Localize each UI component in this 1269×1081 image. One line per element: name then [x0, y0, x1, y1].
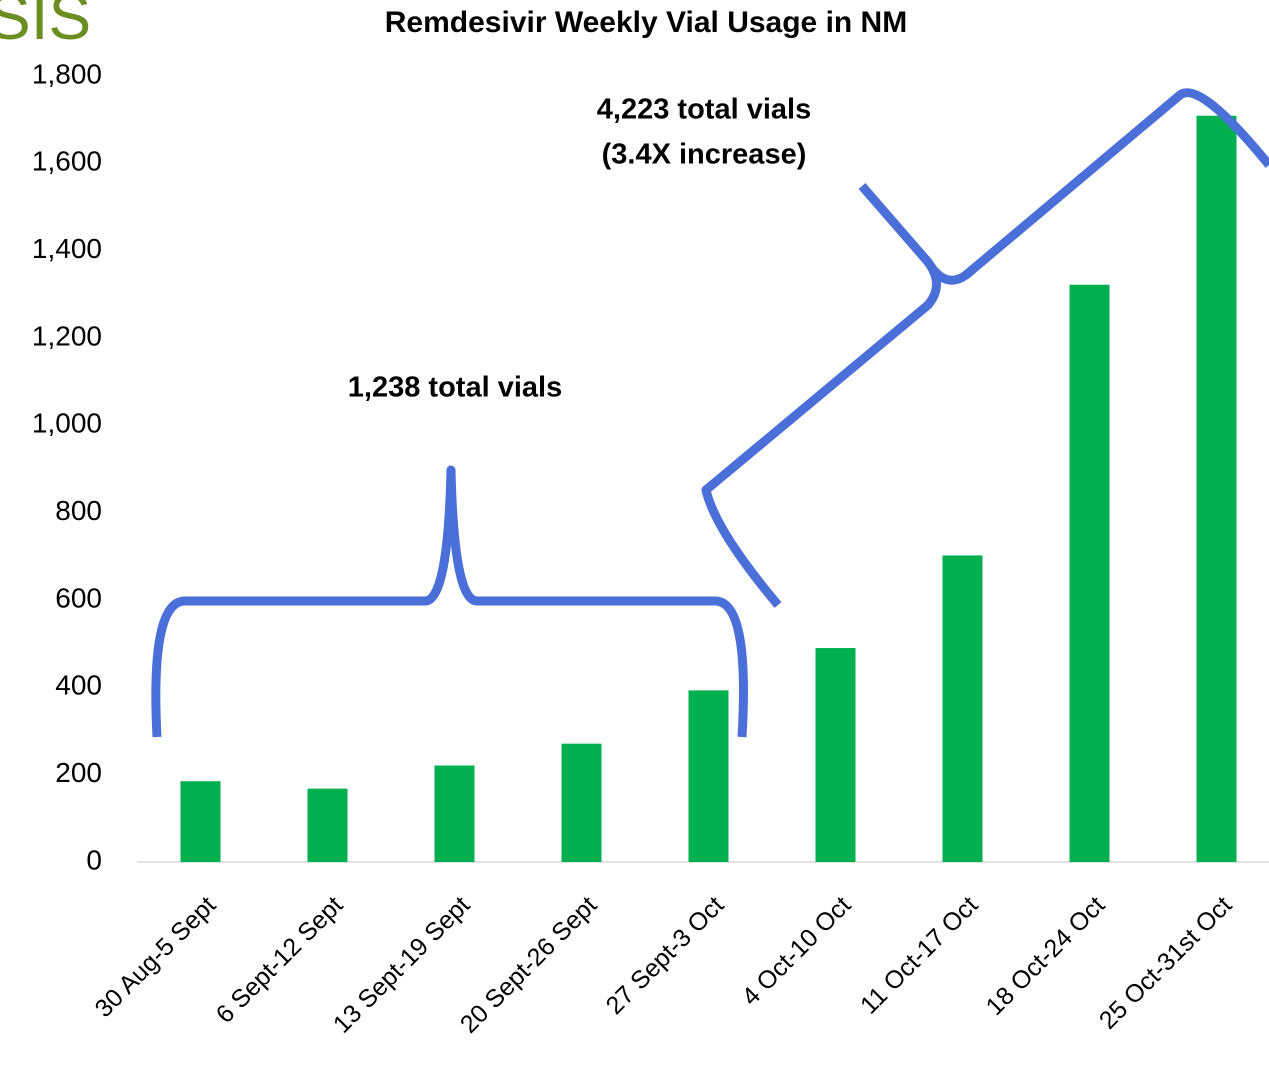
bar: [688, 690, 729, 862]
y-tick-label: 1,600: [32, 146, 102, 177]
brace: [151, 465, 748, 738]
bar: [307, 788, 348, 862]
y-tick-label: 800: [55, 495, 102, 526]
brace: [701, 88, 1269, 608]
y-tick-label: 1,400: [32, 233, 102, 264]
bar: [942, 555, 983, 862]
x-tick-label: 13 Sept-19 Sept: [328, 891, 476, 1039]
x-tick-label: 27 Sept-3 Oct: [601, 891, 730, 1020]
x-tick-label: 4 Oct-10 Oct: [736, 891, 856, 1011]
bar: [434, 765, 475, 862]
annotation: 4,223 total vials: [597, 94, 811, 126]
y-tick-label: 1,800: [32, 58, 102, 89]
y-tick-label: 1,200: [32, 320, 102, 351]
bar: [180, 781, 221, 862]
x-tick-label: 18 Oct-24 Oct: [981, 891, 1111, 1021]
x-tick-label: 11 Oct-17 Oct: [855, 891, 984, 1020]
y-tick-label: 0: [86, 844, 102, 875]
y-tick-label: 1,000: [32, 408, 102, 439]
bar: [561, 743, 602, 862]
bar: [1196, 115, 1237, 862]
bar: [1069, 284, 1110, 862]
y-tick-label: 400: [55, 670, 102, 701]
annotation: 1,238 total vials: [348, 372, 562, 404]
header-text: SIS: [0, 0, 91, 53]
x-tick-label: 6 Sept-12 Sept: [211, 891, 349, 1029]
x-tick-label: 20 Sept-26 Sept: [455, 891, 603, 1039]
x-tick-label: 25 Oct-31st Oct: [1094, 891, 1238, 1035]
braces: [151, 88, 1269, 738]
bar: [815, 648, 856, 862]
chart-title: Remdesivir Weekly Vial Usage in NM: [385, 6, 907, 39]
annotation: (3.4X increase): [602, 139, 807, 171]
y-tick-label: 200: [55, 757, 102, 788]
y-tick-label: 600: [55, 582, 102, 613]
x-tick-label: 30 Aug-5 Sept: [90, 891, 222, 1023]
